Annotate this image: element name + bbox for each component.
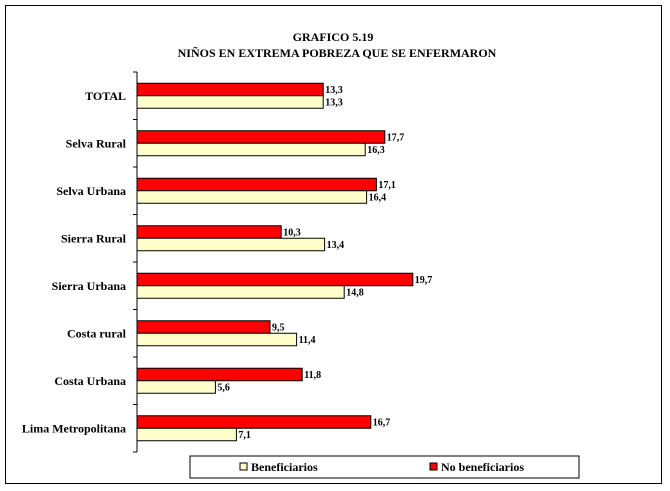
value-label-no-beneficiarios-sierra-urbana: 19,7 bbox=[415, 275, 433, 286]
chart-subtitle: NIÑOS EN EXTREMA POBREZA QUE SE ENFERMAR… bbox=[178, 46, 497, 60]
category-label-total: TOTAL bbox=[85, 89, 126, 103]
legend-swatch-beneficiarios bbox=[239, 462, 248, 471]
value-label-beneficiarios-sierra-urbana: 14,8 bbox=[346, 288, 364, 299]
bar-beneficiarios-selva-rural bbox=[136, 142, 366, 157]
value-label-no-beneficiarios-total: 13,3 bbox=[325, 85, 343, 96]
value-labels-layer: 13,3 13,3 17,716,3 17,1 16,4 10,3 13,4 19,7 14,8… bbox=[217, 85, 432, 441]
bar-no-beneficiarios-selva-urbana bbox=[136, 177, 377, 192]
bar-no-beneficiarios-total bbox=[136, 82, 324, 97]
value-label-beneficiarios-costa-urbana: 5,6 bbox=[217, 383, 230, 394]
category-label-sierra-rural: Sierra Rural bbox=[61, 231, 127, 245]
value-label-no-beneficiarios-costa-urbana: 11,8 bbox=[304, 370, 321, 381]
value-label-no-beneficiarios-lima-metropolitana: 16,7 bbox=[373, 418, 391, 429]
bar-beneficiarios-lima-metropolitana bbox=[136, 427, 237, 442]
category-label-selva-rural: Selva Rural bbox=[66, 136, 127, 150]
legend-swatch-no-beneficiarios bbox=[429, 462, 438, 471]
bar-no-beneficiarios-selva-rural bbox=[136, 130, 386, 144]
y-axis-ticks bbox=[133, 71, 137, 453]
bar-no-beneficiarios-costa-urbana bbox=[136, 367, 303, 382]
bar-no-beneficiarios-sierra-rural bbox=[136, 225, 282, 239]
legend: Beneficiarios No beneficiarios bbox=[189, 455, 580, 479]
category-label-selva-urbana: Selva Urbana bbox=[56, 184, 126, 198]
bar-no-beneficiarios-lima-metropolitana bbox=[136, 415, 372, 429]
bars-layer bbox=[136, 82, 414, 442]
value-label-no-beneficiarios-selva-rural: 17,7 bbox=[387, 133, 405, 144]
value-label-beneficiarios-lima-metropolitana: 7,1 bbox=[238, 430, 251, 441]
bar-beneficiarios-costa-rural bbox=[136, 332, 298, 347]
bar-no-beneficiarios-costa-rural bbox=[136, 320, 271, 334]
bar-beneficiarios-total bbox=[136, 95, 324, 109]
bar-beneficiarios-selva-urbana bbox=[136, 190, 368, 204]
chart-title: GRAFICO 5.19 bbox=[293, 30, 374, 44]
bar-beneficiarios-costa-urbana bbox=[136, 380, 216, 394]
chart-frame bbox=[5, 5, 662, 484]
legend-label-no-beneficiarios: No beneficiarios bbox=[441, 460, 524, 474]
bar-no-beneficiarios-sierra-urbana bbox=[136, 272, 414, 287]
category-label-costa-urbana: Costa Urbana bbox=[54, 374, 126, 388]
value-label-beneficiarios-sierra-rural: 13,4 bbox=[327, 240, 345, 251]
value-label-beneficiarios-total: 13,3 bbox=[325, 98, 343, 109]
category-label-lima-metropolitana: Lima Metropolitana bbox=[22, 421, 126, 435]
category-label-costa-rural: Costa rural bbox=[67, 326, 127, 340]
value-label-beneficiarios-selva-urbana: 16,4 bbox=[369, 193, 387, 204]
category-labels-layer: TOTAL Selva Rural Selva Urbana Sierra Rural… bbox=[22, 89, 127, 436]
legend-box bbox=[189, 455, 580, 479]
value-label-no-beneficiarios-sierra-rural: 10,3 bbox=[283, 228, 301, 239]
value-label-beneficiarios-costa-rural: 11,4 bbox=[299, 335, 316, 346]
value-label-no-beneficiarios-costa-rural: 9,5 bbox=[272, 323, 285, 334]
legend-label-beneficiarios: Beneficiarios bbox=[251, 460, 318, 474]
bar-beneficiarios-sierra-urbana bbox=[136, 285, 345, 299]
value-label-no-beneficiarios-selva-urbana: 17,1 bbox=[378, 180, 396, 191]
value-label-beneficiarios-selva-rural: 16,3 bbox=[367, 145, 385, 156]
category-label-sierra-urbana: Sierra Urbana bbox=[52, 279, 126, 293]
bar-beneficiarios-sierra-rural bbox=[136, 237, 326, 252]
